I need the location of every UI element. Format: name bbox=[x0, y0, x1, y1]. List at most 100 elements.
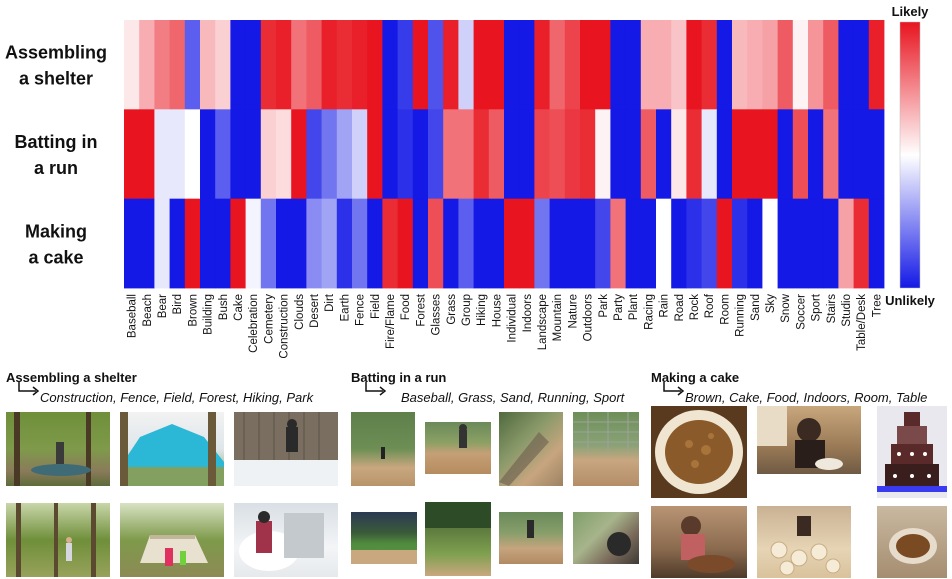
heatmap-cell bbox=[853, 198, 870, 289]
column-label: Bird bbox=[172, 294, 184, 314]
column-label: Fire/Flame bbox=[385, 294, 397, 349]
heatmap-cell bbox=[154, 20, 170, 110]
heatmap-cell bbox=[276, 198, 292, 289]
column-label: Racing bbox=[643, 294, 655, 330]
heatmap-cell bbox=[671, 109, 687, 200]
heatmap-cell bbox=[200, 109, 216, 200]
panel-title: Assembling a shelter bbox=[6, 370, 137, 385]
heatmap-cell bbox=[580, 109, 596, 200]
heatmap-cell bbox=[504, 20, 520, 110]
heatmap-cell bbox=[777, 198, 794, 289]
colorbar-bottom-label: Unlikely bbox=[885, 293, 936, 308]
heatmap-cell bbox=[260, 109, 277, 200]
heatmap-cell bbox=[458, 109, 474, 200]
corner-arrow-icon bbox=[18, 382, 40, 396]
column-label: Grass bbox=[446, 294, 458, 325]
panel-keywords: Baseball, Grass, Sand, Running, Sport bbox=[401, 390, 625, 405]
heatmap-cell bbox=[321, 109, 338, 200]
heatmap-cell bbox=[230, 198, 246, 289]
heatmap-cell bbox=[124, 20, 140, 110]
column-label: Baseball bbox=[127, 294, 139, 338]
heatmap-cell bbox=[488, 198, 505, 289]
heatmap-cell bbox=[610, 20, 626, 110]
heatmap-cell bbox=[823, 198, 839, 289]
heatmap-cell bbox=[504, 198, 520, 289]
heatmap-cell bbox=[169, 109, 186, 200]
heatmap-cell bbox=[367, 20, 383, 110]
heatmap-cell bbox=[184, 109, 201, 200]
heatmap-cell bbox=[124, 198, 140, 289]
heatmap-cell bbox=[747, 198, 763, 289]
column-label: Earth bbox=[339, 294, 351, 322]
column-label: Bear bbox=[157, 294, 169, 318]
heatmap-cell bbox=[397, 109, 414, 200]
heatmap-cell bbox=[352, 20, 368, 110]
column-label: Table/Desk bbox=[856, 294, 868, 351]
column-label: Stairs bbox=[826, 294, 838, 324]
column-label: Snow bbox=[780, 293, 792, 322]
column-label: Tree bbox=[871, 294, 883, 317]
heatmap-cell bbox=[640, 109, 657, 200]
heatmap-cell bbox=[245, 198, 262, 289]
heatmap-cell bbox=[534, 198, 550, 289]
heatmap-cell bbox=[823, 20, 839, 110]
heatmap-cell bbox=[382, 20, 398, 110]
colorbar: Likely Unlikely bbox=[885, 4, 936, 308]
heatmap-cell bbox=[625, 109, 642, 200]
video-thumbnail bbox=[234, 412, 338, 486]
heatmap-cell bbox=[534, 109, 550, 200]
heatmap-cell bbox=[762, 20, 778, 110]
heatmap-cell bbox=[245, 109, 262, 200]
video-thumbnail bbox=[877, 406, 947, 498]
heatmap-cell bbox=[762, 109, 778, 200]
heatmap-cell bbox=[276, 20, 292, 110]
video-thumbnail bbox=[120, 412, 224, 486]
video-thumbnail bbox=[573, 412, 639, 486]
heatmap-cell bbox=[777, 20, 794, 110]
heatmap-cell bbox=[701, 198, 718, 289]
heatmap-cell bbox=[443, 198, 459, 289]
column-label: Landscape bbox=[537, 294, 549, 350]
heatmap-cell bbox=[792, 198, 809, 289]
heatmap-cell bbox=[792, 20, 809, 110]
row-labels: Assembling a shelter Batting in a run Making… bbox=[5, 43, 107, 268]
column-label: Sky bbox=[765, 294, 777, 313]
heatmap-cell bbox=[184, 198, 201, 289]
heatmap-cell bbox=[291, 20, 307, 110]
heatmap-cell bbox=[230, 109, 246, 200]
video-thumbnail bbox=[234, 503, 338, 577]
video-thumbnail bbox=[651, 506, 747, 578]
video-thumbnail bbox=[351, 412, 415, 486]
heatmap-cell bbox=[716, 109, 733, 200]
heatmap-cell bbox=[625, 20, 642, 110]
column-label: Individual bbox=[507, 294, 519, 343]
column-label: Desert bbox=[309, 293, 321, 328]
heatmap-cell bbox=[838, 20, 854, 110]
video-thumbnail bbox=[573, 512, 639, 564]
panel-title: Making a cake bbox=[651, 370, 740, 385]
heatmap-cell bbox=[716, 20, 733, 110]
corner-arrow-icon bbox=[663, 382, 685, 396]
heatmap-cell bbox=[412, 20, 429, 110]
row-label-line: Batting in bbox=[15, 132, 98, 152]
heatmap-cell bbox=[747, 109, 763, 200]
heatmap-cell bbox=[640, 20, 657, 110]
panel-assembling-shelter: Assembling a shelter Construction, Fence… bbox=[6, 370, 342, 579]
column-label: Celebration bbox=[248, 294, 260, 353]
row-label: Making a cake bbox=[25, 221, 87, 267]
heatmap-cell bbox=[868, 20, 885, 110]
heatmap-cell bbox=[823, 109, 839, 200]
heatmap-cell bbox=[808, 198, 824, 289]
video-thumbnail bbox=[120, 503, 224, 577]
heatmap-cell bbox=[458, 20, 474, 110]
panel-keywords: Construction, Fence, Field, Forest, Hiki… bbox=[40, 390, 314, 405]
heatmap-cell bbox=[291, 109, 307, 200]
heatmap-cell bbox=[306, 109, 322, 200]
heatmap-cell bbox=[276, 109, 292, 200]
heatmap-cell bbox=[519, 109, 535, 200]
heatmap-cell bbox=[260, 20, 277, 110]
heatmap-cell bbox=[853, 109, 870, 200]
heatmap-cell bbox=[124, 109, 140, 200]
heatmap-cell bbox=[321, 20, 338, 110]
heatmap-cell bbox=[397, 20, 414, 110]
